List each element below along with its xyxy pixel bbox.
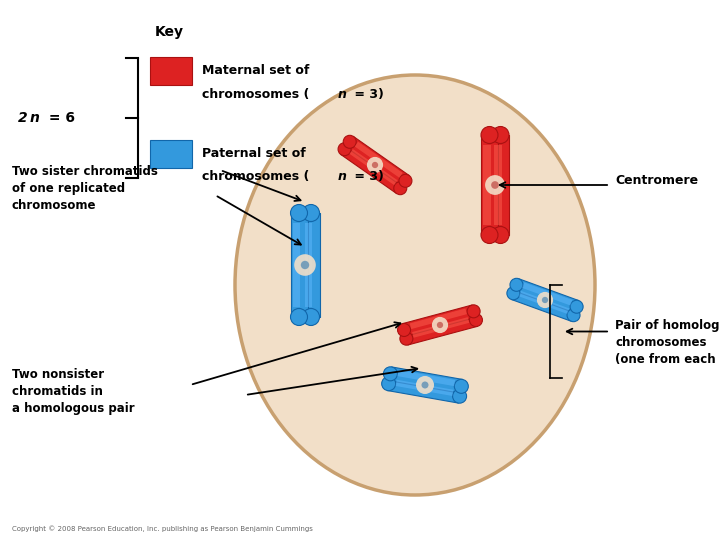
- Ellipse shape: [492, 226, 509, 244]
- Polygon shape: [302, 213, 320, 317]
- Polygon shape: [522, 282, 572, 306]
- Ellipse shape: [467, 305, 480, 318]
- Ellipse shape: [399, 174, 412, 187]
- Ellipse shape: [290, 205, 307, 221]
- Ellipse shape: [382, 377, 396, 390]
- Polygon shape: [305, 224, 312, 307]
- Ellipse shape: [469, 314, 482, 327]
- Ellipse shape: [416, 376, 434, 394]
- Text: Two nonsister
chromatids in
a homologous pair: Two nonsister chromatids in a homologous…: [12, 368, 135, 415]
- Ellipse shape: [437, 322, 443, 328]
- Ellipse shape: [491, 181, 499, 189]
- Text: chromosomes (: chromosomes (: [202, 170, 310, 183]
- Text: Maternal set of: Maternal set of: [202, 64, 310, 77]
- Ellipse shape: [485, 175, 505, 195]
- Text: Key: Key: [155, 25, 184, 39]
- Ellipse shape: [343, 136, 356, 148]
- Text: chromosomes (: chromosomes (: [202, 88, 310, 101]
- Ellipse shape: [302, 308, 320, 326]
- Ellipse shape: [510, 278, 523, 291]
- Polygon shape: [387, 377, 461, 403]
- Text: n: n: [338, 170, 347, 183]
- Polygon shape: [341, 144, 404, 193]
- Text: = 3): = 3): [350, 88, 384, 101]
- Polygon shape: [405, 314, 477, 345]
- Ellipse shape: [301, 261, 309, 269]
- Ellipse shape: [481, 226, 498, 244]
- Text: Copyright © 2008 Pearson Education, Inc. publishing as Pearson Benjamin Cummings: Copyright © 2008 Pearson Education, Inc.…: [12, 525, 313, 532]
- Polygon shape: [481, 135, 498, 235]
- Ellipse shape: [567, 309, 580, 322]
- Polygon shape: [494, 145, 502, 225]
- Polygon shape: [412, 317, 469, 338]
- Ellipse shape: [397, 323, 410, 336]
- Ellipse shape: [372, 162, 378, 168]
- Polygon shape: [483, 145, 491, 225]
- Bar: [150, 140, 192, 168]
- Ellipse shape: [542, 297, 548, 303]
- Text: 2: 2: [18, 111, 27, 125]
- Polygon shape: [350, 149, 397, 185]
- Polygon shape: [292, 224, 300, 307]
- Text: Two sister chromatids
of one replicated
chromosome: Two sister chromatids of one replicated …: [12, 165, 158, 212]
- Text: Centromere: Centromere: [615, 173, 698, 186]
- Ellipse shape: [294, 254, 316, 276]
- Polygon shape: [492, 135, 509, 235]
- Ellipse shape: [338, 143, 351, 156]
- Text: Paternal set of: Paternal set of: [202, 147, 306, 160]
- Ellipse shape: [454, 379, 468, 393]
- Ellipse shape: [235, 75, 595, 495]
- Ellipse shape: [384, 367, 397, 381]
- Ellipse shape: [367, 157, 383, 173]
- Polygon shape: [511, 287, 576, 321]
- Ellipse shape: [290, 308, 307, 326]
- Text: = 3): = 3): [350, 170, 384, 183]
- Polygon shape: [390, 367, 462, 393]
- Text: n: n: [30, 111, 40, 125]
- Ellipse shape: [421, 381, 428, 388]
- Polygon shape: [410, 308, 467, 329]
- Polygon shape: [402, 305, 475, 336]
- Text: Pair of homologous
chromosomes
(one from each set): Pair of homologous chromosomes (one from…: [615, 320, 720, 367]
- Polygon shape: [519, 291, 570, 314]
- Polygon shape: [395, 380, 454, 396]
- Polygon shape: [346, 137, 409, 186]
- Ellipse shape: [432, 317, 448, 333]
- Ellipse shape: [570, 300, 583, 313]
- Ellipse shape: [453, 389, 467, 403]
- Ellipse shape: [507, 287, 520, 300]
- Text: = 6: = 6: [44, 111, 75, 125]
- Polygon shape: [397, 370, 455, 386]
- Ellipse shape: [400, 332, 413, 345]
- Ellipse shape: [394, 181, 407, 195]
- Ellipse shape: [492, 126, 509, 144]
- Bar: [150, 57, 192, 85]
- Ellipse shape: [302, 205, 320, 221]
- Polygon shape: [290, 213, 307, 317]
- Text: n: n: [338, 88, 347, 101]
- Ellipse shape: [481, 126, 498, 144]
- Polygon shape: [514, 279, 579, 313]
- Ellipse shape: [537, 292, 553, 308]
- Polygon shape: [355, 141, 402, 178]
